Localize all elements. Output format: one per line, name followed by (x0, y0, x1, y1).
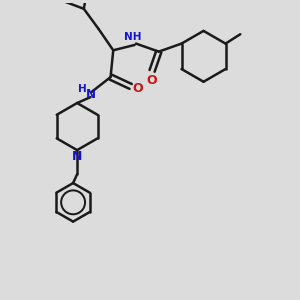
Text: O: O (146, 74, 157, 87)
Text: N: N (85, 88, 95, 101)
Text: N: N (72, 149, 82, 163)
Text: H: H (78, 84, 87, 94)
Text: NH: NH (124, 32, 142, 42)
Text: O: O (133, 82, 143, 95)
